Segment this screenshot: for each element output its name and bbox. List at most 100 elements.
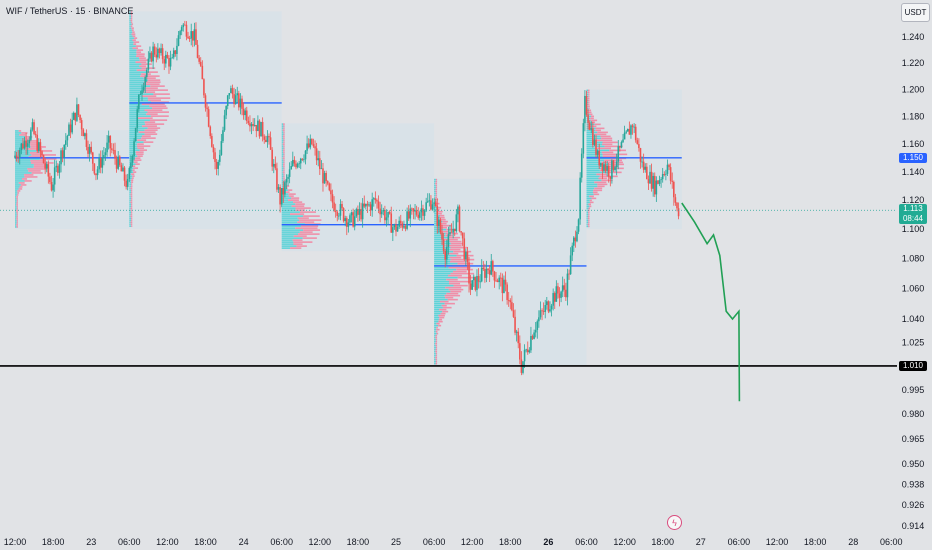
candle-body [439, 219, 442, 233]
volume-profile-bar-up [15, 218, 17, 220]
candle-body [372, 198, 375, 200]
candle-body [255, 125, 258, 132]
candle-body [582, 123, 585, 154]
volume-profile-bar-down [136, 55, 145, 57]
volume-profile-bar-down [447, 274, 462, 277]
candle-body [571, 245, 574, 256]
candle-body [187, 36, 189, 39]
candle-body [353, 216, 356, 227]
volume-profile-bar-down [17, 190, 21, 192]
candle-body [399, 220, 402, 224]
candle-body [398, 220, 400, 227]
candle-body [446, 246, 448, 260]
volume-profile-bar-up [15, 202, 17, 204]
volume-profile-bar-up [15, 158, 40, 160]
volume-profile-bar-down [147, 127, 161, 129]
candle-body [503, 279, 505, 294]
volume-profile-bar-up [434, 196, 436, 199]
candle-body [411, 208, 413, 210]
candle-body [480, 267, 483, 282]
volume-profile-bar-up [129, 81, 144, 83]
candle-body [344, 218, 346, 222]
currency-button[interactable]: USDT [901, 3, 930, 22]
volume-profile-bar-up [586, 199, 590, 202]
volume-profile-bar-up [586, 203, 589, 206]
candle-body [660, 179, 662, 181]
volume-profile-bar-up [586, 121, 592, 124]
volume-profile-bar-up [586, 89, 589, 92]
candle-body [538, 317, 540, 322]
volume-profile-bar-down [453, 284, 468, 287]
volume-profile-bar-up [129, 103, 142, 105]
volume-profile-bar-down [435, 346, 438, 349]
volume-profile-bar-up [15, 184, 21, 186]
volume-profile-bar-down [441, 304, 447, 307]
lightning-bolt-icon[interactable]: ϟ [667, 515, 682, 530]
volume-profile-bar-down [136, 51, 142, 53]
volume-profile-bar-up [434, 338, 436, 341]
volume-profile-bar-up [281, 157, 283, 159]
volume-profile-bar-up [129, 65, 140, 67]
volume-profile-bar-down [450, 272, 475, 275]
volume-profile-bar-down [445, 296, 454, 299]
candle-body [190, 31, 193, 39]
candle-body [115, 158, 118, 169]
volume-profile-bar-down [282, 157, 285, 159]
volume-profile-bar-down [131, 33, 136, 35]
candle-body [176, 45, 178, 54]
candle-body [450, 231, 453, 233]
candle-body [634, 126, 637, 141]
candle-body [39, 142, 42, 152]
candle-body [392, 227, 394, 233]
candle-body [601, 163, 604, 171]
volume-profile-bar-up [129, 141, 144, 143]
candle-body [528, 350, 531, 353]
volume-profile-bar-down [141, 63, 152, 65]
volume-profile-bar-up [129, 155, 138, 157]
volume-profile-bar-down [303, 229, 321, 231]
volume-profile-bar-down [588, 225, 590, 228]
volume-profile-bar-up [129, 33, 132, 35]
candle-body [207, 109, 210, 127]
volume-profile-bar-up [129, 197, 132, 199]
volume-profile-bar-up [15, 220, 17, 222]
volume-profile-bar-down [436, 322, 440, 325]
volume-profile-bar-up [281, 125, 284, 127]
volume-profile-bar-up [586, 163, 609, 166]
volume-profile-bar-down [137, 155, 143, 157]
volume-profile-bar-up [15, 198, 17, 200]
volume-profile-bar-up [586, 181, 595, 184]
volume-profile-bar-up [15, 194, 17, 196]
candle-body [638, 144, 640, 149]
volume-profile-bar-down [283, 131, 285, 133]
candle-body [334, 210, 337, 212]
volume-profile-bar-up [586, 133, 595, 136]
candle-body [606, 165, 608, 171]
volume-profile-bar-up [434, 350, 436, 353]
volume-profile-bar-down [435, 192, 438, 195]
volume-profile-bar-down [589, 205, 592, 208]
volume-profile-bar-up [129, 131, 139, 133]
volume-profile-bar-up [281, 159, 284, 161]
symbol-title[interactable]: WIF / TetherUS · 15 · BINANCE [6, 6, 134, 16]
volume-profile-bar-down [589, 195, 594, 198]
volume-profile-bar-down [589, 109, 592, 112]
volume-profile-bar-down [283, 159, 285, 161]
volume-profile-bar-down [295, 207, 311, 209]
candle-body [250, 124, 253, 127]
volume-profile-bar-down [602, 153, 628, 156]
volume-profile-bar-up [434, 198, 437, 201]
volume-profile-bar-down [592, 191, 598, 194]
candle-body [598, 150, 600, 166]
volume-profile-bar-up [15, 164, 34, 166]
candle-body [269, 137, 272, 150]
volume-profile-bar-up [434, 234, 446, 237]
volume-profile-bar-down [441, 226, 447, 229]
candle-body [41, 151, 43, 156]
volume-profile-bar-down [149, 119, 168, 121]
candle-body [193, 29, 196, 41]
candle-body [385, 217, 388, 221]
y-axis-tick-label: 0.950 [902, 459, 925, 469]
